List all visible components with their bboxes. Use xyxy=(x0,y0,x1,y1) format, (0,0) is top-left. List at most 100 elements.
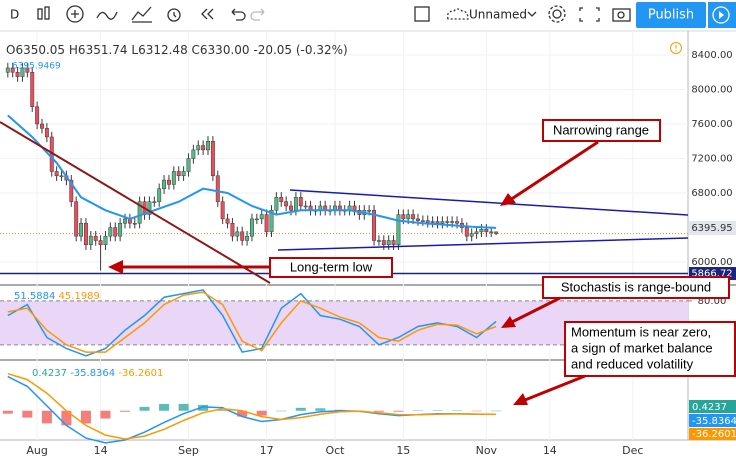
legend-signal: -36.2601 xyxy=(118,368,163,379)
macd-legend: 0.4237 -35.8364 -36.2601 xyxy=(32,368,163,379)
histogram-bar xyxy=(139,406,150,411)
x-tick-label: Dec xyxy=(622,444,643,457)
candle-body xyxy=(367,210,372,212)
candle-body xyxy=(79,222,84,237)
interval[interactable]: D xyxy=(10,8,19,22)
candle-body xyxy=(137,201,142,224)
annotation: a sign of market balance xyxy=(571,340,713,355)
candle-body xyxy=(15,72,20,77)
candle-body xyxy=(435,221,440,224)
candle-body xyxy=(93,235,98,241)
candle-body xyxy=(396,214,401,246)
candle-body xyxy=(230,222,235,237)
badge-label: -35.8364 xyxy=(692,416,736,427)
candle-body xyxy=(372,210,376,241)
histogram-bar xyxy=(295,407,306,411)
histogram-bar xyxy=(393,410,404,412)
histogram-bar xyxy=(80,410,91,424)
y-tick-label: 8400.00 xyxy=(691,50,732,61)
legend-macd: -35.8364 xyxy=(70,368,115,379)
candle-body xyxy=(494,231,499,234)
histogram-bar xyxy=(159,403,170,411)
candle-body xyxy=(181,171,186,177)
annotation: and reduced volatility xyxy=(571,356,694,371)
histogram-bar xyxy=(432,410,443,411)
candle-body xyxy=(484,229,489,233)
legend-low: L6312.48 xyxy=(131,43,187,57)
histogram-bar xyxy=(198,404,209,411)
legend-k: 51.5884 xyxy=(14,291,55,302)
candle-body xyxy=(118,222,123,237)
candle-body xyxy=(123,218,127,224)
annotation: Long-term low xyxy=(290,259,373,274)
histogram-bar xyxy=(2,410,13,414)
badge xyxy=(689,400,736,413)
x-tick-label: 14 xyxy=(543,444,557,457)
candle-body xyxy=(464,227,469,237)
legend-d: 45.1989 xyxy=(59,291,100,302)
plot: Aug 14 Sep 17 Oct 15 Nov 14 Dec 6000.00 6800.00 720… xyxy=(0,31,736,457)
histogram-bar xyxy=(412,410,423,412)
trend-line xyxy=(0,121,271,284)
candle-body xyxy=(157,188,162,202)
candle-body xyxy=(54,171,59,177)
drawings: Narrowing range Long-term low Stochastis… xyxy=(0,119,736,405)
candle-body xyxy=(235,231,240,237)
toolbar-icons[interactable] xyxy=(37,5,631,23)
candle-body xyxy=(215,175,220,202)
candle-body xyxy=(381,240,386,246)
y-tick-label: 6000.00 xyxy=(691,257,732,268)
candle-body xyxy=(401,214,406,220)
triangle-lower xyxy=(277,237,689,251)
candle-body xyxy=(455,221,459,224)
histogram-bar xyxy=(471,410,482,412)
candle-body xyxy=(113,227,118,237)
stoch-line xyxy=(7,291,497,353)
candle-body xyxy=(298,197,303,207)
histogram-bar xyxy=(276,410,287,412)
annotation-arrows xyxy=(108,140,599,405)
candle-body xyxy=(245,235,250,241)
legend-high: H6351.74 xyxy=(69,43,128,57)
histogram-bar xyxy=(100,410,111,419)
warning-icon[interactable] xyxy=(670,42,682,54)
candle-body xyxy=(391,240,396,246)
price-badge-label: 6395.95 xyxy=(691,223,732,234)
annotation: Narrowing range xyxy=(553,122,649,137)
candle-body xyxy=(171,171,176,185)
histogram-bar xyxy=(178,403,189,411)
candle-body xyxy=(108,227,113,237)
legend-change: -20.05 (-0.32%) xyxy=(253,43,347,57)
x-tick-label: Sep xyxy=(178,444,199,457)
candle-body xyxy=(445,221,450,223)
y-tick-label: 6800.00 xyxy=(691,188,732,199)
candle-body xyxy=(69,179,74,202)
histogram-bar xyxy=(61,410,72,426)
x-tick-label: Oct xyxy=(325,444,345,457)
candle-body xyxy=(279,197,284,202)
histogram-bar xyxy=(237,410,248,417)
macd-line xyxy=(7,372,497,440)
legend-open: O6350.05 xyxy=(6,43,65,57)
publish-button[interactable] xyxy=(636,2,706,28)
candle-body xyxy=(40,123,44,129)
stoch-legend: 51.5884 45.1989 xyxy=(14,291,100,302)
candle-body xyxy=(44,128,49,138)
histogram-bar xyxy=(315,408,326,411)
y-tick-label: 8000.00 xyxy=(691,85,732,96)
histogram-bar xyxy=(491,410,502,412)
candle-body xyxy=(264,214,269,233)
annotation: Stochastis is range-bound xyxy=(561,279,711,294)
macd-line xyxy=(7,375,497,444)
candle-body xyxy=(254,218,259,221)
candle-body xyxy=(74,201,79,237)
x-tick-label: Nov xyxy=(476,444,498,457)
candle-body xyxy=(59,175,64,178)
publish-label[interactable]: Publish xyxy=(648,8,694,23)
x-tick-label: 17 xyxy=(260,444,274,457)
x-tick-label: 14 xyxy=(94,444,108,457)
layout-name[interactable]: Unnamed xyxy=(469,8,527,22)
candle-body xyxy=(201,145,206,151)
candle-body xyxy=(352,205,357,211)
histogram-bar xyxy=(41,410,52,424)
